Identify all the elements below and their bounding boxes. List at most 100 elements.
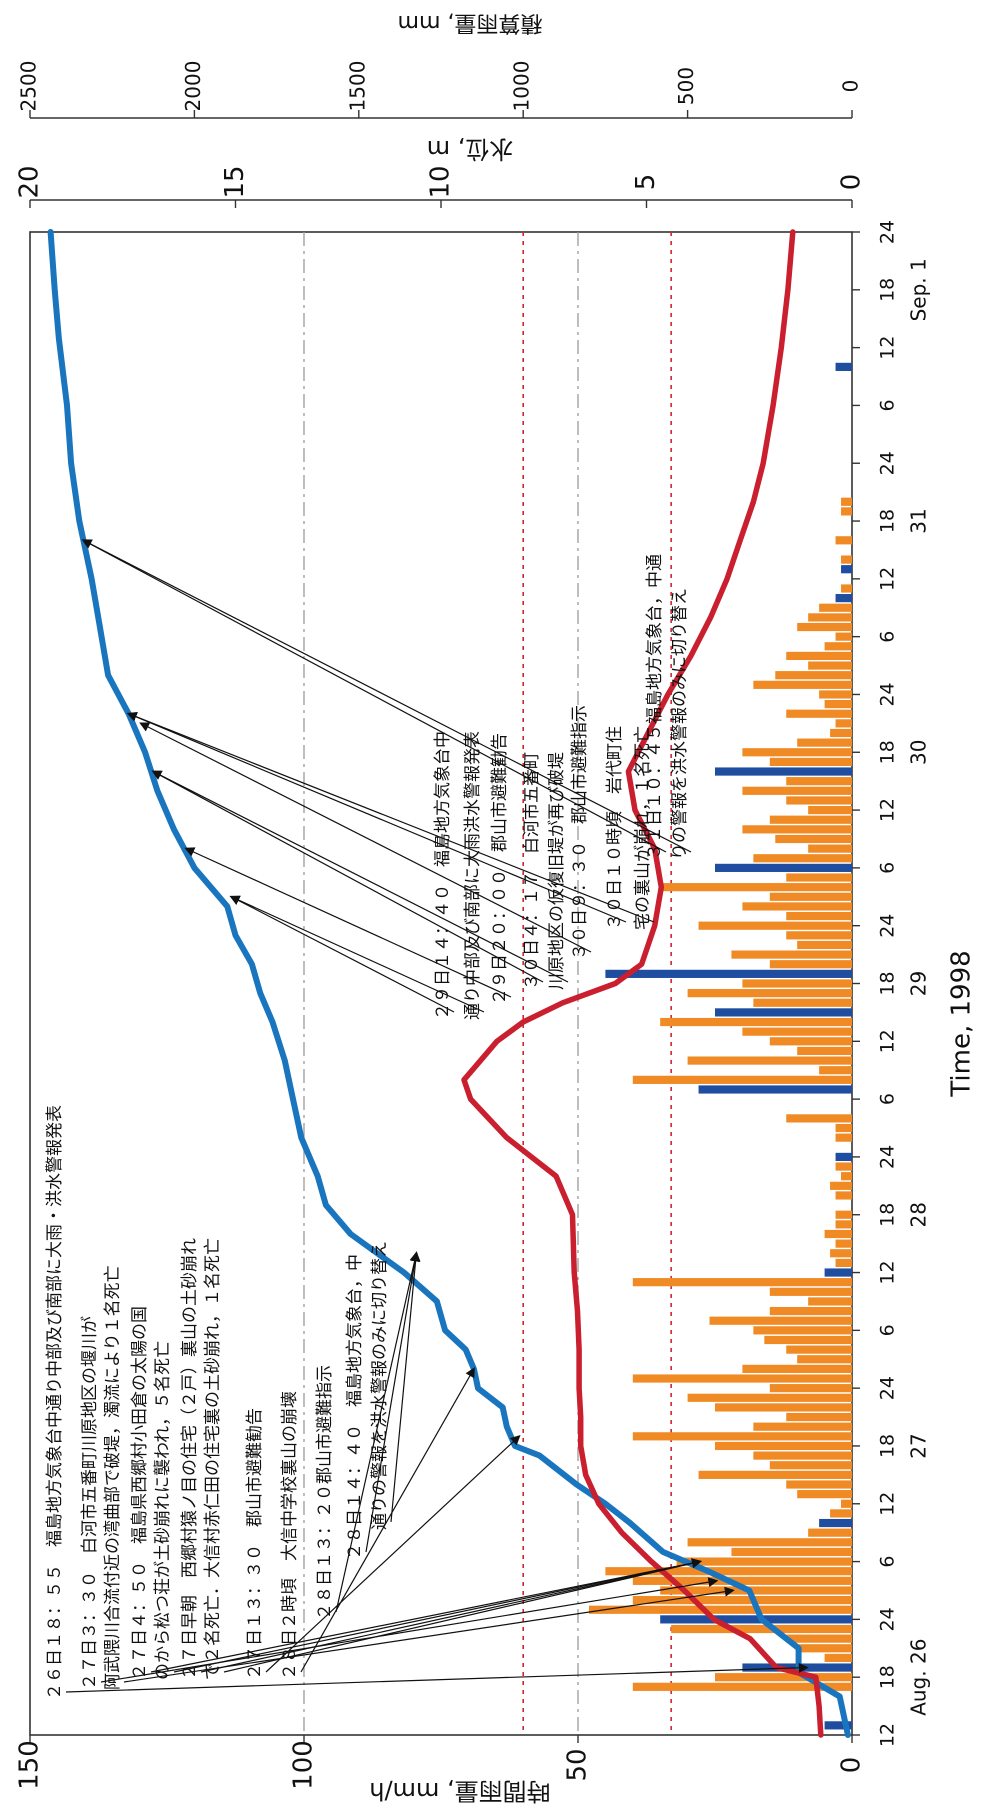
time-tick-label: 12 [877,336,899,360]
annotation-text: 阿武隈川合流付近の湾曲部で破堤，濁流により１名死亡 [103,1265,123,1690]
time-tick-label: 18 [877,278,899,302]
rain-bar [660,1615,852,1624]
rain-bar [753,1326,852,1335]
rain-bar [769,960,852,969]
rain-bar [742,825,852,834]
rain-bar [698,921,852,930]
rain-bar [660,883,852,892]
rain-bar [835,1220,852,1229]
rain-bar [753,680,852,689]
rain-bar [709,1316,852,1325]
rain-bar [632,1596,852,1605]
annotation-leader [300,1367,475,1673]
time-tick-label: 24 [877,451,899,475]
annotation-text: ２７日４：５０ 福島県西郷村小田倉の太陽の国 [130,1306,150,1680]
water-axis-tick-label: 15 [220,165,250,198]
rain-bar [841,1172,852,1181]
cum-axis-tick-label: 0 [839,80,863,93]
rain-axis-title: 時間雨量, mm/h [369,1777,550,1805]
annotation-text: ２７日１３：３０ 郡山市避難勧告 [245,1408,265,1680]
annotation-text: ２８日１４：４０ 福島地方気象台，中 [345,1254,365,1560]
time-axis: 12 18 24 6 12 18 24 6 12 18 24 6 12 18 24 6 12 18 24 6 12 18 2… [852,220,977,1747]
rain-bar [715,1403,852,1412]
water-level-line [47,229,851,1738]
annotation-text: ３０日４：１７ 白河市五番町 [522,752,542,990]
annotation-leader [81,539,692,853]
rain-bar [731,950,852,959]
rain-bar [824,642,852,651]
annotation-text: ２８日１３：２０郡山市避難指示 [315,1365,335,1620]
rain-bar [775,834,852,844]
water-axis-tick-label: 10 [426,165,456,198]
rain-bar [715,863,852,872]
annotation-text: で２名死亡．大信村赤仁田の住宅裏の土砂崩れ，１名死亡 [202,1238,223,1680]
water-axis-tick-label: 5 [631,174,661,191]
time-tick-label: 24 [877,1145,899,1169]
annotation-text: 川原地区の仮復旧堤が再び破堤 [547,752,567,990]
time-tick-label: 18 [877,1434,899,1458]
time-tick-label: 18 [877,971,899,995]
rain-bar [687,989,852,998]
rain-bar [824,1229,852,1239]
rain-bar [835,1123,852,1133]
rain-bar [742,1364,852,1373]
rain-bar [753,1451,852,1460]
annotation-text: ３０日９：３０ 郡山市避難指示 [570,705,590,960]
rain-bar [786,1634,852,1643]
rain-bar [731,1547,852,1557]
rain-bar [835,594,852,603]
rain-bar [786,796,852,805]
x-axis-title: Time, 1998 [947,950,977,1097]
rain-bar [753,854,852,863]
rain-bar [698,1470,852,1479]
annotation-leader [151,770,569,983]
annotation-leader [139,722,592,953]
rain-bar [742,1027,852,1036]
annotation-leader [229,895,485,1013]
cum-axis-tick-label: 1500 [345,61,369,112]
day-label: Aug. 26 [907,1639,931,1716]
rain-bar [632,1278,852,1287]
rain-bar [797,1490,852,1499]
time-tick-label: 12 [877,1492,899,1516]
rain-bar [835,1239,852,1248]
rain-bar [797,1644,852,1653]
day-label: 31 [907,508,931,533]
rain-bar [835,1152,852,1162]
rain-bar [841,555,852,564]
rain-bar [715,1673,852,1682]
time-tick-label: 24 [877,1607,899,1631]
annotation-leader [65,1662,809,1693]
annotation-leader [390,1251,421,1523]
rain-bar [786,873,852,882]
day-label: 30 [907,740,931,765]
cum-axis-tick-label: 2000 [181,61,205,112]
annotation-text: 通りの警報を洪水警報のみに切り替え [370,1241,390,1530]
rain-bar [753,998,852,1007]
time-tick-label: 18 [877,1665,899,1689]
water-level-axis: 0 5 10 15 20 水位, m [15,135,867,208]
time-tick-label: 12 [877,567,899,591]
time-tick-label: 18 [877,740,899,764]
rain-bar [835,1191,852,1200]
time-tick-label: 24 [877,914,899,938]
rain-bar [808,1297,852,1306]
time-tick-label: 6 [877,862,899,874]
cumulative-rain-line [461,229,824,1738]
annotation-leader [200,1558,702,1673]
rain-bar [769,892,852,901]
time-tick-label: 6 [877,1556,899,1568]
time-tick-label: 24 [877,220,899,244]
annotation-leader [184,847,512,998]
rain-bar [797,1355,852,1364]
rain-bar [808,844,852,853]
day-label: Sep. 1 [907,258,931,321]
day-label: 29 [907,971,931,996]
rain-bar [824,1268,852,1277]
rain-bar [775,671,852,680]
time-tick-label: 6 [877,1093,899,1105]
rain-bar [769,757,852,766]
annotation-leader [229,895,455,1013]
rain-bar [830,728,852,738]
